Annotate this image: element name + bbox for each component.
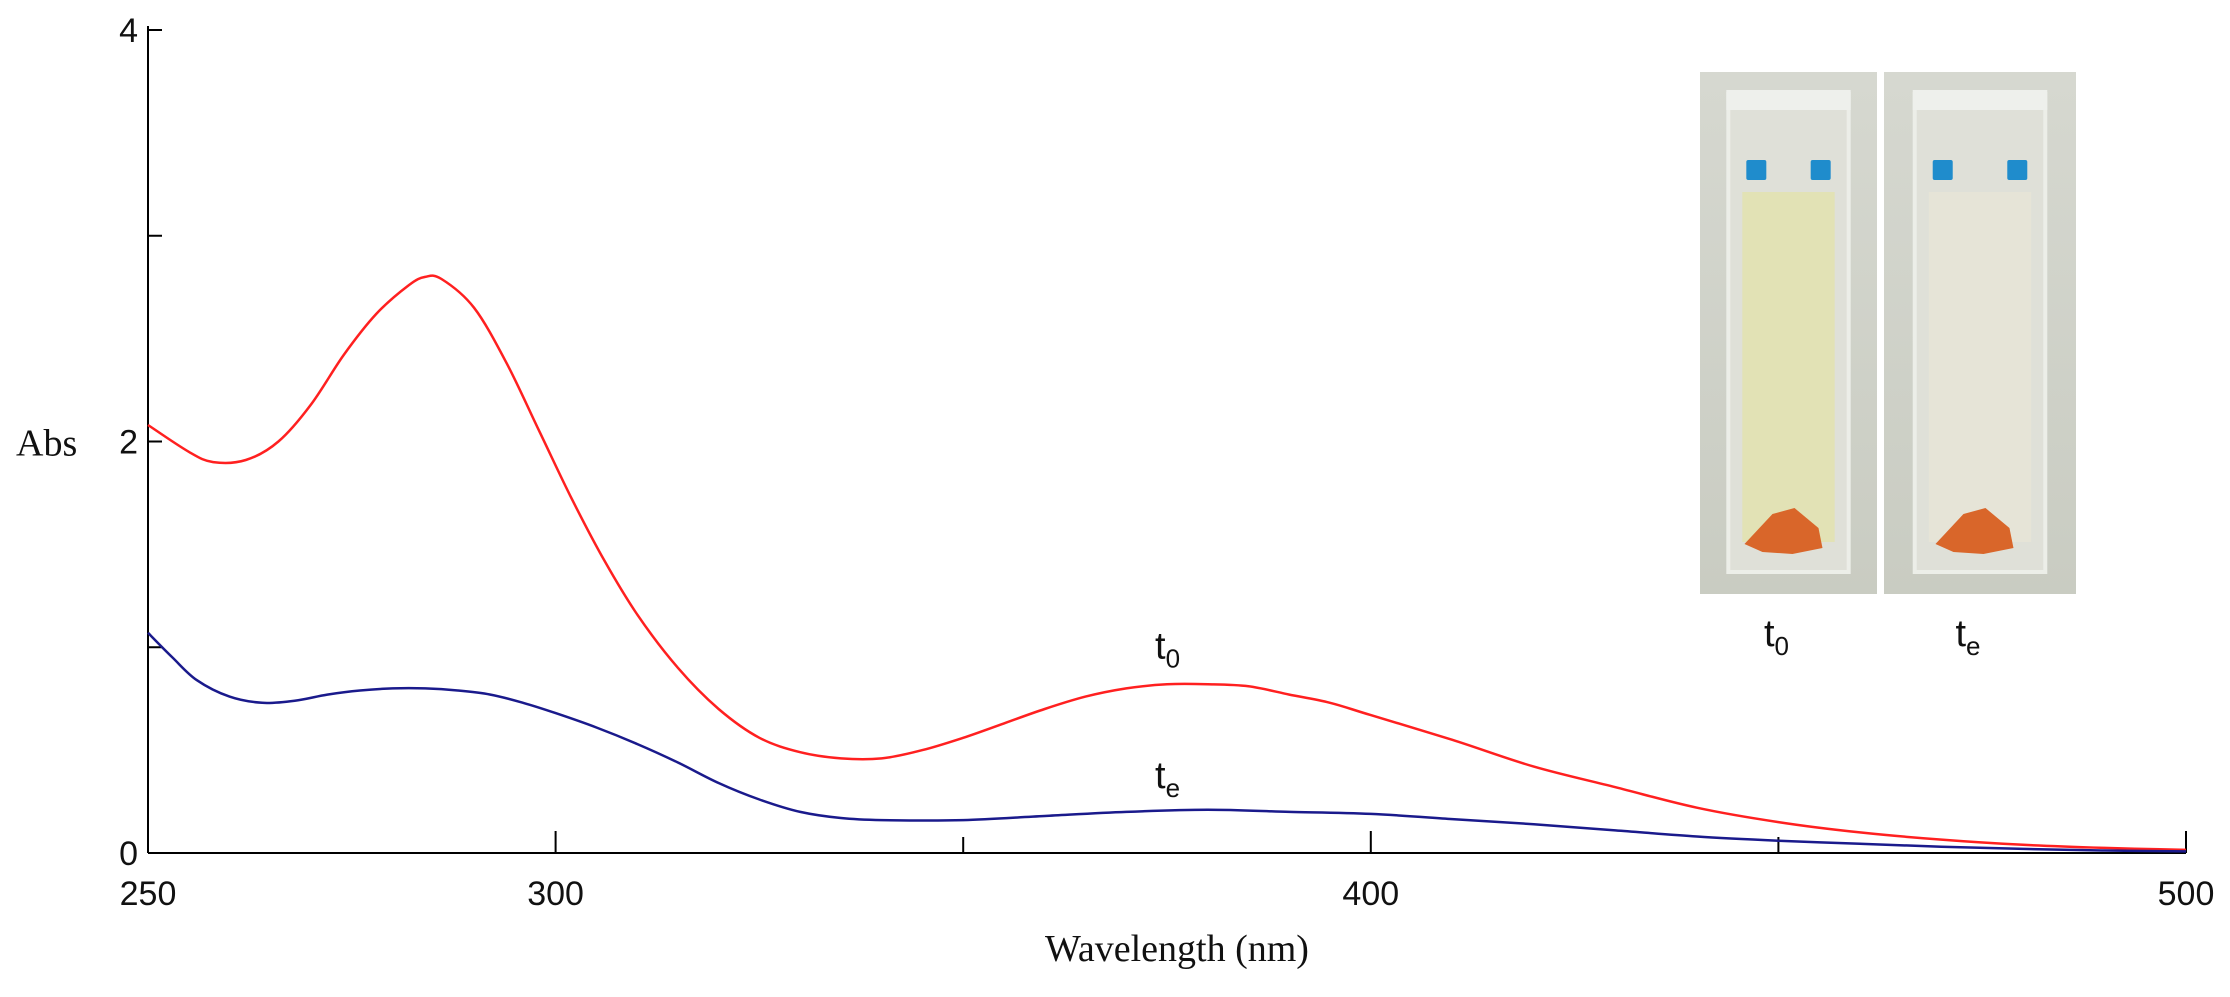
x-tick-label-250: 250 bbox=[120, 875, 177, 913]
x-tick-label-400: 400 bbox=[1342, 875, 1399, 913]
x-tick-label-300: 300 bbox=[527, 875, 584, 913]
series-layer bbox=[147, 274, 2187, 853]
sample-fragment bbox=[1935, 508, 2014, 554]
cuvette-photo-0 bbox=[1700, 72, 1877, 594]
series-line-t0 bbox=[147, 274, 2187, 852]
x-tick-label-500: 500 bbox=[2158, 875, 2215, 913]
sample-fragment bbox=[1744, 508, 1823, 554]
series-label-te: te bbox=[1155, 755, 1180, 803]
y-tick-label-2: 2 bbox=[119, 424, 138, 462]
y-ticks: 0 2 4 bbox=[119, 12, 162, 873]
series-line-te bbox=[147, 631, 2187, 853]
x-axis-label: Wavelength (nm) bbox=[1045, 928, 1309, 970]
inset-label-0: t0 bbox=[1764, 613, 1789, 661]
x-ticks: 250 300 400 500 bbox=[120, 831, 2215, 913]
cuvette-photo-inset: t0 te bbox=[1700, 72, 2076, 661]
series-labels: t0 te bbox=[1155, 625, 1180, 803]
series-label-t0: t0 bbox=[1155, 625, 1180, 673]
y-tick-label-4: 4 bbox=[119, 12, 138, 50]
inset-label-e: te bbox=[1955, 613, 1980, 661]
y-tick-label-0: 0 bbox=[119, 835, 138, 873]
cuvette-photo-e bbox=[1884, 72, 2076, 594]
y-axis-label: Abs bbox=[16, 423, 77, 465]
